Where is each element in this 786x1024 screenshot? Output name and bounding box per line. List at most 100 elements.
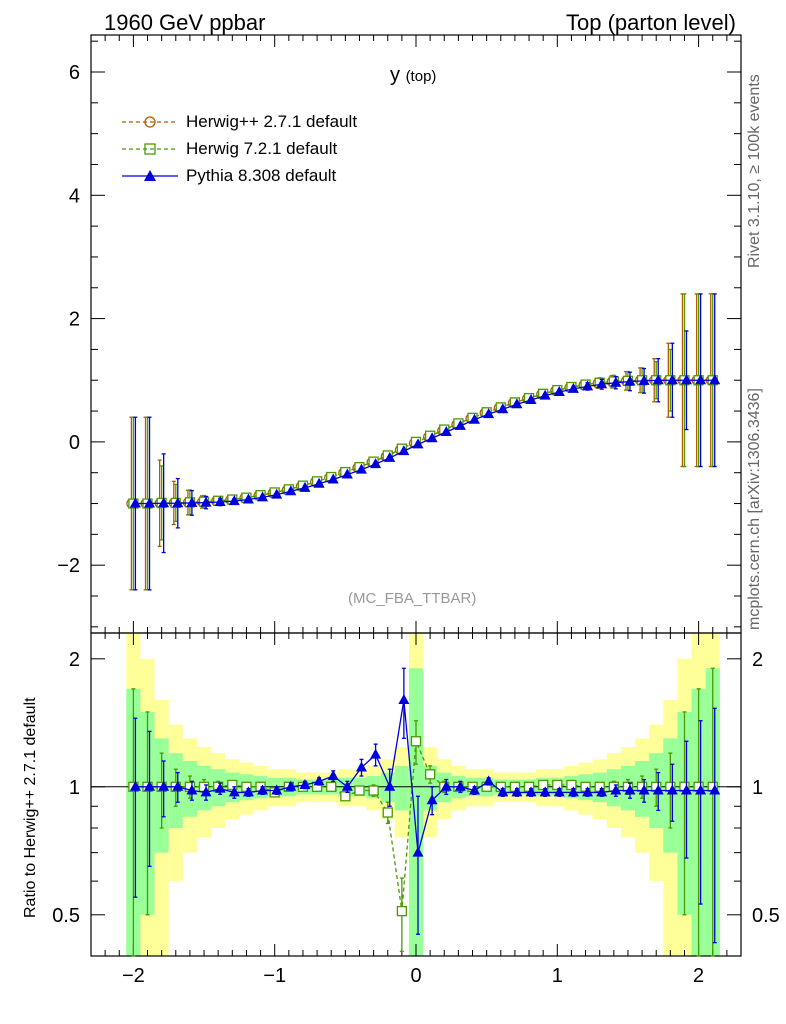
data-point bbox=[200, 496, 212, 507]
series-pythia bbox=[129, 293, 721, 591]
data-point bbox=[709, 374, 721, 385]
data-point bbox=[553, 385, 565, 396]
ratio-y-tick-label-left: 0.5 bbox=[52, 905, 80, 927]
data-point bbox=[398, 694, 410, 705]
data-point bbox=[144, 497, 156, 508]
ratio-y-tick-label-left: 2 bbox=[69, 649, 80, 671]
data-point bbox=[327, 770, 339, 781]
data-point bbox=[567, 382, 579, 393]
data-point bbox=[271, 784, 283, 795]
data-point bbox=[410, 736, 422, 747]
main-y-tick-label: 2 bbox=[69, 309, 80, 331]
data-point bbox=[340, 791, 351, 802]
data-point bbox=[695, 374, 707, 385]
data-point bbox=[313, 477, 325, 488]
data-point bbox=[186, 496, 198, 507]
data-point bbox=[695, 784, 707, 795]
ratio-y-tick-label-right: 0.5 bbox=[752, 905, 780, 927]
data-point bbox=[539, 786, 551, 797]
data-point bbox=[638, 784, 650, 795]
data-point bbox=[566, 779, 577, 791]
data-point bbox=[242, 786, 254, 797]
data-point bbox=[370, 458, 382, 469]
series-line bbox=[133, 740, 713, 912]
data-point bbox=[228, 786, 240, 797]
data-point bbox=[129, 780, 141, 791]
x-tick-label: −2 bbox=[122, 965, 145, 987]
legend-marker-herwigpp bbox=[122, 115, 178, 128]
main-y-tick-label: 0 bbox=[69, 432, 80, 454]
series-line bbox=[135, 379, 715, 505]
data-point bbox=[680, 374, 692, 385]
data-point bbox=[624, 375, 636, 386]
data-point bbox=[412, 846, 424, 857]
legend-item-herwigpp: Herwig++ 2.7.1 default bbox=[120, 108, 357, 135]
x-tick-label: −1 bbox=[263, 965, 286, 987]
data-point bbox=[370, 748, 382, 759]
main-y-tick-label: 6 bbox=[69, 62, 80, 84]
data-point bbox=[257, 784, 269, 795]
main-y-tick-label: 4 bbox=[69, 185, 80, 207]
data-point bbox=[158, 780, 170, 791]
legend: Herwig++ 2.7.1 default Herwig 7.2.1 defa… bbox=[120, 108, 357, 189]
data-point bbox=[511, 786, 523, 797]
data-point bbox=[354, 785, 365, 796]
legend-label-pythia: Pythia 8.308 default bbox=[186, 165, 337, 185]
data-point bbox=[525, 393, 537, 404]
data-point bbox=[228, 495, 240, 506]
data-point bbox=[426, 794, 438, 805]
legend-label-herwig7: Herwig 7.2.1 default bbox=[186, 138, 338, 158]
data-point bbox=[511, 398, 523, 409]
data-point bbox=[469, 413, 481, 424]
data-point bbox=[469, 784, 481, 795]
data-point bbox=[398, 445, 410, 456]
legend-item-pythia: Pythia 8.308 default bbox=[120, 162, 357, 189]
data-point bbox=[666, 374, 678, 385]
legend-item-herwig7: Herwig 7.2.1 default bbox=[120, 135, 357, 162]
data-point bbox=[454, 419, 466, 430]
data-point bbox=[214, 495, 226, 506]
x-tick-label: 2 bbox=[693, 965, 704, 987]
data-point bbox=[285, 780, 297, 791]
data-point bbox=[186, 784, 198, 795]
data-point bbox=[313, 775, 325, 786]
data-point bbox=[539, 389, 551, 400]
data-point bbox=[666, 784, 678, 795]
observable-main: y bbox=[390, 64, 400, 86]
data-point bbox=[382, 807, 393, 818]
data-point bbox=[538, 779, 549, 791]
observable-sub: (top) bbox=[405, 68, 437, 85]
data-point bbox=[680, 784, 692, 795]
data-point bbox=[582, 380, 594, 391]
data-point bbox=[341, 780, 353, 791]
data-point bbox=[567, 786, 579, 797]
main-y-ticks: −2 0 2 4 6 bbox=[57, 40, 741, 628]
ratio-y-tick-label-left: 1 bbox=[69, 777, 80, 799]
data-point bbox=[355, 761, 367, 772]
data-point bbox=[424, 769, 436, 780]
analysis-tag: (MC_FBA_TTBAR) bbox=[348, 590, 477, 607]
data-point bbox=[652, 374, 664, 385]
data-point bbox=[483, 408, 495, 419]
data-point bbox=[396, 905, 408, 917]
data-point bbox=[440, 426, 452, 437]
data-point bbox=[638, 374, 650, 385]
legend-marker-herwig7 bbox=[122, 142, 178, 155]
x-tick-label: 0 bbox=[410, 965, 421, 987]
data-point bbox=[355, 463, 367, 474]
data-point bbox=[525, 786, 537, 797]
ratio-y-label: Ratio to Herwig++ 2.7.1 default bbox=[22, 697, 39, 918]
data-point bbox=[610, 784, 622, 795]
data-point bbox=[144, 780, 156, 791]
data-point bbox=[497, 403, 509, 414]
data-point bbox=[299, 481, 311, 492]
data-point bbox=[596, 786, 608, 797]
mcplots-label: mcplots.cern.ch [arXiv:1306.3436] bbox=[746, 388, 763, 630]
data-point bbox=[368, 785, 379, 796]
ratio-band-green bbox=[394, 765, 409, 811]
data-point bbox=[412, 438, 424, 449]
rivet-label: Rivet 3.1.10, ≥ 100k events bbox=[746, 74, 763, 268]
data-point bbox=[624, 784, 636, 795]
data-point bbox=[440, 780, 452, 791]
